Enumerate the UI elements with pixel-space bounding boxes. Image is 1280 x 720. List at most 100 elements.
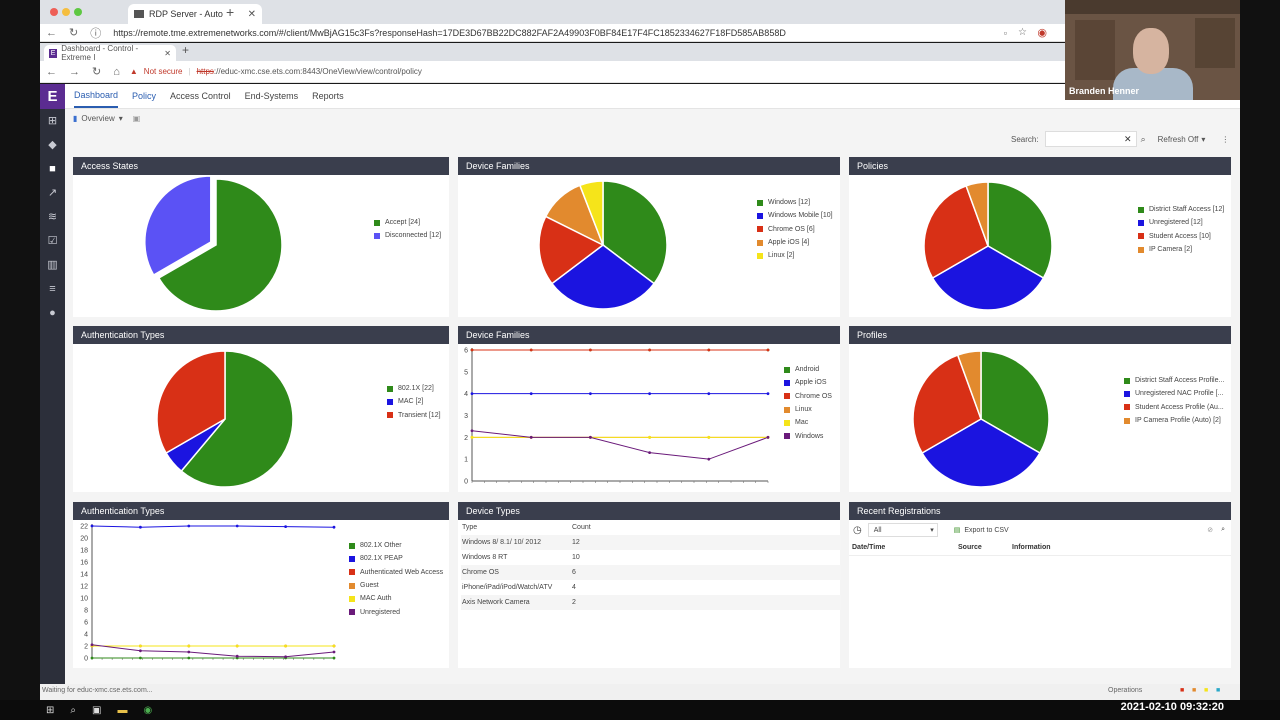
data-point[interactable] xyxy=(90,524,94,528)
windows-icon[interactable]: ⊞ xyxy=(46,704,55,716)
column-header-count[interactable]: Count xyxy=(572,524,591,531)
data-point[interactable] xyxy=(470,429,474,433)
series-line[interactable] xyxy=(471,430,769,460)
legend-item[interactable]: Linux xyxy=(784,403,832,416)
data-point[interactable] xyxy=(648,435,651,439)
legend-item[interactable]: Chrome OS [6] xyxy=(757,223,833,236)
more-icon[interactable]: ⋮ xyxy=(1221,134,1230,144)
task-view-icon[interactable]: ▣ xyxy=(92,704,102,716)
pie-slice[interactable] xyxy=(921,418,1041,488)
data-point[interactable] xyxy=(529,435,533,439)
legend-item[interactable]: Disconnected [12] xyxy=(374,229,441,242)
new-tab-button[interactable]: + xyxy=(182,43,190,57)
pie-slice[interactable] xyxy=(157,178,283,312)
legend-item[interactable]: Windows Mobile [10] xyxy=(757,209,833,222)
info-icon[interactable]: ■ xyxy=(1216,687,1221,694)
data-point[interactable] xyxy=(187,656,191,660)
column-header-source[interactable]: Source xyxy=(958,544,982,551)
data-point[interactable] xyxy=(707,457,711,461)
table-row[interactable]: Chrome OS 6 xyxy=(461,565,841,580)
close-tab-icon[interactable]: ✕ xyxy=(247,8,256,20)
legend-item[interactable]: Android xyxy=(784,363,832,376)
outer-url[interactable]: https://remote.tme.extremenetworks.com/#… xyxy=(113,27,786,38)
analytics-icon[interactable]: ↗ xyxy=(47,187,58,199)
legend-item[interactable]: Unregistered NAC Profile [... xyxy=(1124,387,1224,400)
data-point[interactable] xyxy=(284,655,287,659)
data-point[interactable] xyxy=(766,392,770,396)
pie-slice[interactable] xyxy=(956,350,982,420)
alarm-icon[interactable]: ■ xyxy=(1180,687,1185,694)
chevron-down-icon[interactable]: ▾ xyxy=(1201,134,1206,144)
reload-icon[interactable]: ↻ xyxy=(69,27,79,39)
data-point[interactable] xyxy=(332,644,336,648)
search-icon[interactable]: ⌕ xyxy=(70,704,76,716)
legend-item[interactable]: District Staff Access [12] xyxy=(1138,203,1224,216)
data-point[interactable] xyxy=(187,524,191,528)
legend-item[interactable]: District Staff Access Profile... xyxy=(1124,374,1224,387)
new-tab-button[interactable]: + xyxy=(226,4,235,20)
data-point[interactable] xyxy=(707,435,711,439)
reload-icon[interactable]: ↻ xyxy=(92,66,102,78)
pie-slice[interactable] xyxy=(987,181,1053,280)
data-point[interactable] xyxy=(235,644,239,648)
operations-link[interactable]: Operations xyxy=(1108,687,1143,694)
export-icon[interactable]: ▤ xyxy=(953,527,961,534)
share-icon[interactable]: ▫ xyxy=(1003,27,1007,38)
table-row[interactable]: iPhone/iPad/iPod/Watch/ATV 4 xyxy=(461,580,841,595)
tab-reports[interactable]: Reports xyxy=(312,91,344,101)
legend-item[interactable]: Apple iOS xyxy=(784,376,832,389)
chrome-icon[interactable]: ◉ xyxy=(143,704,153,716)
pie-slice[interactable] xyxy=(965,181,989,247)
series-line[interactable] xyxy=(91,525,335,528)
series-line[interactable] xyxy=(91,644,335,658)
list-icon[interactable]: ≡ xyxy=(49,283,56,295)
clear-icon[interactable]: ✕ xyxy=(1124,134,1132,144)
image-icon[interactable]: ▣ xyxy=(132,113,141,123)
pie-slice[interactable] xyxy=(931,245,1045,311)
legend-item[interactable]: 802.1X Other xyxy=(349,539,443,552)
pie-slice[interactable] xyxy=(550,244,656,310)
table-row[interactable]: Windows 8/ 8.1/ 10/ 2012 12 xyxy=(461,535,841,550)
export-csv-button[interactable]: Export to CSV xyxy=(964,526,1009,534)
data-point[interactable] xyxy=(589,435,592,439)
tab-dashboard[interactable]: Dashboard xyxy=(74,84,119,108)
data-point[interactable] xyxy=(529,392,533,396)
url-scheme[interactable]: https xyxy=(196,67,214,76)
pie-slice[interactable] xyxy=(156,350,226,455)
legend-item[interactable]: 802.1X PEAP xyxy=(349,552,443,565)
data-point[interactable] xyxy=(707,348,711,352)
reports-icon[interactable]: ▥ xyxy=(47,259,58,271)
data-point[interactable] xyxy=(139,656,142,660)
legend-item[interactable]: Mac xyxy=(784,416,832,429)
minimize-window-button[interactable] xyxy=(62,8,70,16)
legend-item[interactable]: Accept [24] xyxy=(374,216,441,229)
legend-item[interactable]: Authenticated Web Access xyxy=(349,566,443,579)
maximize-window-button[interactable] xyxy=(74,8,82,16)
legend-item[interactable]: Windows xyxy=(784,429,832,442)
legend-item[interactable]: MAC Auth xyxy=(349,592,443,605)
back-icon[interactable]: ← xyxy=(46,26,57,39)
tab-policy[interactable]: Policy xyxy=(132,91,157,101)
refresh-dropdown[interactable]: Refresh Off xyxy=(1157,134,1199,144)
legend-item[interactable]: 802.1X [22] xyxy=(387,382,441,395)
data-point[interactable] xyxy=(284,525,287,528)
tab-access-control[interactable]: Access Control xyxy=(170,91,231,101)
not-secure-label[interactable]: Not secure xyxy=(143,67,183,76)
pie-slice[interactable] xyxy=(912,354,982,455)
data-point[interactable] xyxy=(332,650,336,654)
search-icon[interactable]: ⌕ xyxy=(1221,526,1225,533)
wifi-icon[interactable]: ≋ xyxy=(47,211,58,223)
pie-slice[interactable] xyxy=(602,180,668,285)
close-tab-icon[interactable]: ✕ xyxy=(164,48,171,58)
legend-item[interactable]: IP Camera Profile (Auto) [2] xyxy=(1124,414,1224,427)
close-window-button[interactable] xyxy=(50,8,58,16)
data-point[interactable] xyxy=(529,348,533,352)
clear-filter-icon[interactable]: ⊘ xyxy=(1207,527,1214,534)
legend-item[interactable]: Linux [2] xyxy=(757,249,833,262)
star-icon[interactable]: ☆ xyxy=(1018,27,1027,38)
network-icon[interactable]: ⊞ xyxy=(47,115,58,127)
warning-icon[interactable]: ■ xyxy=(1192,687,1197,694)
pie-slice[interactable] xyxy=(980,350,1050,455)
legend-item[interactable]: IP Camera [2] xyxy=(1138,243,1224,256)
legend-item[interactable]: Unregistered xyxy=(349,605,443,618)
